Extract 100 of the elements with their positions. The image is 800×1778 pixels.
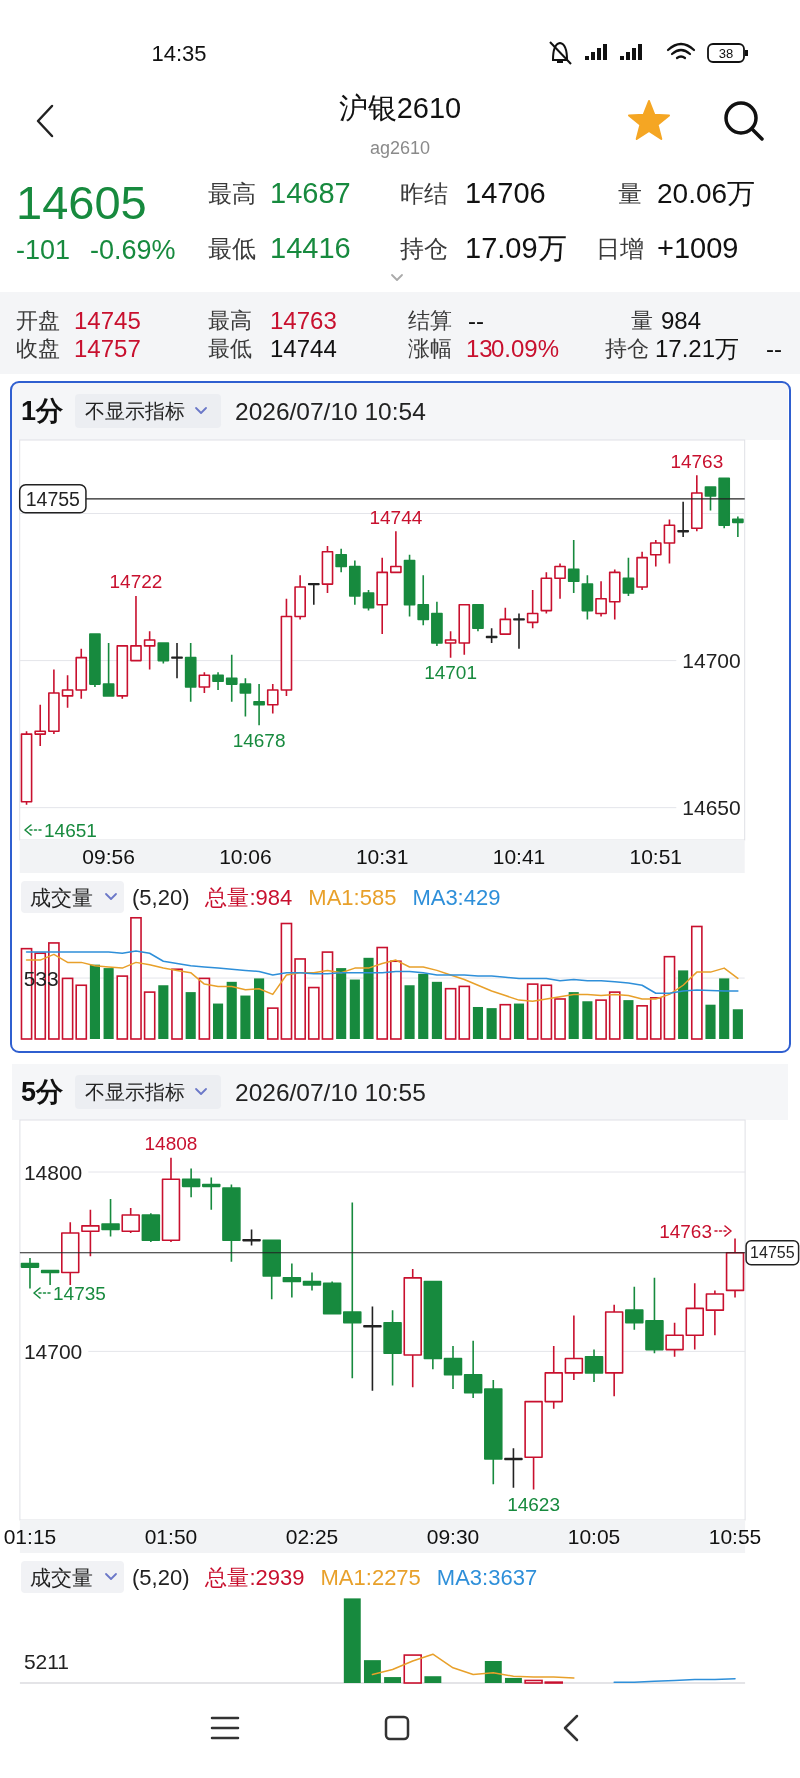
candlestick (181, 1167, 201, 1198)
text: -0.69% (90, 235, 176, 265)
candlestick (403, 1268, 422, 1389)
x-tick-label: 10:41 (492, 845, 546, 868)
candlestick (343, 1201, 362, 1380)
series-label: 总量:2939 (204, 1564, 305, 1590)
bar (336, 968, 347, 1039)
text: 14416 (270, 232, 351, 264)
y-tick-label: 14800 (23, 1160, 83, 1184)
bar (418, 973, 429, 1039)
candlestick (161, 1156, 181, 1243)
candlestick (431, 600, 443, 647)
bar (636, 1005, 648, 1040)
candlestick (242, 1228, 261, 1247)
candlestick (121, 1207, 140, 1234)
bar (212, 1003, 224, 1039)
candlestick (499, 606, 512, 635)
bar (116, 975, 129, 1040)
candlestick (280, 598, 293, 697)
candlestick (390, 530, 402, 574)
annotation: 5211 (23, 1649, 70, 1673)
bar (89, 964, 100, 1039)
candlestick (363, 1305, 382, 1392)
text: MA3:3637 (436, 1564, 538, 1590)
bar (390, 960, 402, 1040)
x-tick-label: 01:15 (3, 1525, 57, 1548)
annotation: 14651 (44, 819, 97, 841)
x-tick-label: 01:50 (144, 1525, 198, 1548)
chart-subtitle: 2026/07/10 10:55 (235, 1078, 426, 1106)
candlestick (307, 582, 320, 606)
text: 13 (466, 334, 493, 362)
candlestick (540, 571, 553, 615)
candlestick (383, 1309, 402, 1387)
bar (185, 992, 196, 1039)
candlestick (20, 1257, 40, 1290)
candlestick (143, 630, 156, 671)
candlestick (75, 648, 88, 700)
text: 最低 (208, 234, 256, 262)
text: 不显示指标 (85, 400, 186, 422)
text: 0.09% (491, 334, 560, 362)
bar (431, 981, 442, 1039)
bar (376, 946, 389, 1040)
annotation: 14763 (659, 1220, 712, 1242)
bar (240, 995, 251, 1039)
candlestick (225, 653, 238, 703)
candlestick (604, 1303, 624, 1398)
text: 14605 (16, 175, 147, 229)
text: 14687 (270, 177, 351, 209)
bar (608, 991, 621, 1040)
candlestick (417, 574, 430, 627)
candlestick (302, 1271, 322, 1292)
bar (226, 981, 237, 1039)
candlestick (282, 1262, 302, 1299)
candlestick (202, 1176, 221, 1211)
text: 不显示指标 (85, 1081, 186, 1103)
x-tick-label: 10:06 (219, 845, 272, 868)
candlestick (705, 1289, 725, 1337)
bar (280, 922, 293, 1040)
bar (623, 1000, 634, 1039)
candlestick (513, 612, 525, 650)
text: 持仓 (400, 234, 448, 262)
x-tick-label: 09:56 (82, 845, 135, 868)
bar (504, 1677, 522, 1683)
candlestick (184, 642, 197, 703)
candlestick (484, 1379, 503, 1485)
candlestick (526, 589, 539, 630)
annotation: 14763 (670, 450, 724, 472)
text: 14744 (270, 334, 337, 362)
candlestick (554, 562, 566, 600)
candlestick (141, 1212, 161, 1243)
annotation: 14678 (232, 729, 286, 751)
annotation: 14735 (53, 1282, 106, 1304)
annotation: 14744 (369, 506, 423, 528)
candlestick (81, 1208, 100, 1258)
text: 收盘 (16, 335, 60, 361)
candlestick (622, 556, 635, 597)
candlestick (504, 1447, 523, 1489)
text: 14:35 (151, 40, 207, 66)
x-tick-label: 10:31 (355, 845, 409, 868)
ref-line-label: 14755 (750, 1244, 795, 1262)
text: 14706 (465, 177, 546, 209)
bar (158, 985, 169, 1039)
candlestick (61, 1221, 80, 1286)
candlestick (423, 1280, 443, 1371)
candlestick (564, 1314, 584, 1381)
candlestick (677, 500, 689, 538)
bar (595, 999, 607, 1040)
text: 昨结 (400, 179, 448, 207)
candlestick (239, 677, 252, 718)
bar (705, 1004, 716, 1039)
bar (307, 986, 320, 1040)
x-tick-label: 02:25 (285, 1525, 339, 1548)
bar (171, 968, 183, 1040)
x-tick-label: 10:05 (567, 1525, 621, 1548)
bar (403, 1654, 422, 1684)
text: ag2610 (369, 138, 431, 158)
candlestick (198, 671, 211, 694)
chart-title: 5分 (21, 1077, 65, 1107)
candlestick (266, 683, 279, 715)
candlestick (348, 559, 361, 606)
